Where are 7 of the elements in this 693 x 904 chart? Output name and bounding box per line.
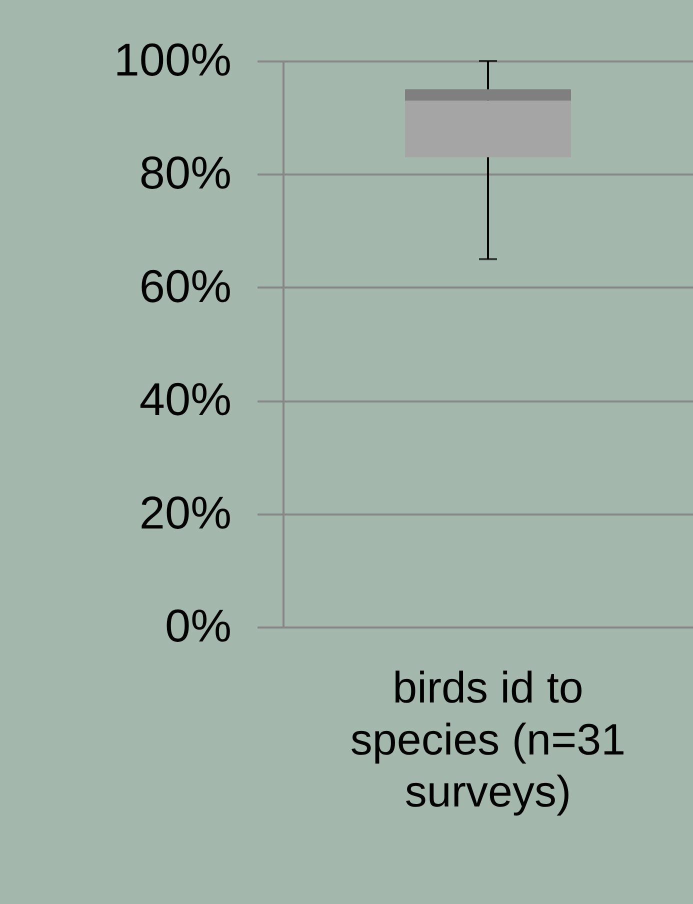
y-tick-label: 60%: [139, 260, 232, 312]
y-tick-label: 100%: [114, 34, 232, 86]
x-tick-label: birds id to species (n=31 surveys): [350, 664, 626, 816]
y-tick-label: 20%: [139, 486, 232, 538]
y-tick-label: 0%: [165, 600, 232, 652]
y-tick-label: 80%: [139, 146, 232, 199]
y-tick-label: 40%: [139, 373, 232, 426]
